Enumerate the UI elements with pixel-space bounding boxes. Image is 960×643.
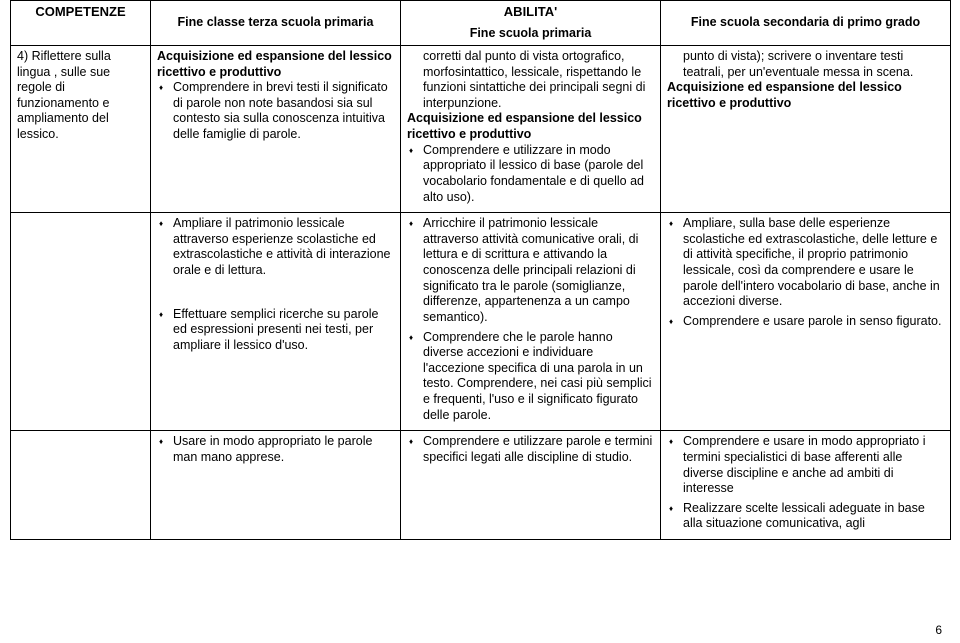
item-a1-1: Comprendere in brevi testi il significat… xyxy=(173,80,394,143)
curriculum-table: COMPETENZE Fine classe terza scuola prim… xyxy=(10,0,951,540)
item-b3-1: Comprendere e utilizzare parole e termin… xyxy=(423,434,654,465)
header-row-1: COMPETENZE Fine classe terza scuola prim… xyxy=(11,1,951,24)
pre-b1: corretti dal punto di vista ortografico,… xyxy=(407,49,654,112)
list-a3: Usare in modo appropriato le parole man … xyxy=(157,434,394,465)
title-b1: Acquisizione ed espansione del lessico r… xyxy=(407,111,654,142)
page-number: 6 xyxy=(935,623,942,637)
header-col3: Fine scuola secondaria di primo grado xyxy=(661,1,951,46)
title-a1: Acquisizione ed espansione del lessico r… xyxy=(157,49,394,80)
item-c3-1: Comprendere e usare in modo appropriato … xyxy=(683,434,944,497)
header-col2: Fine scuola primaria xyxy=(401,23,661,45)
list-b1: Comprendere e utilizzare in modo appropr… xyxy=(407,143,654,206)
item-a2-1: Ampliare il patrimonio lessicale attrave… xyxy=(173,216,394,279)
item-a3-1: Usare in modo appropriato le parole man … xyxy=(173,434,394,465)
cell-c2: Ampliare, sulla base delle esperienze sc… xyxy=(661,213,951,431)
cell-a2: Ampliare il patrimonio lessicale attrave… xyxy=(151,213,401,431)
header-competenze: COMPETENZE xyxy=(11,1,151,46)
item-b2-1: Arricchire il patrimonio lessicale attra… xyxy=(423,216,654,325)
cell-empty-3 xyxy=(11,431,151,540)
list-b2: Arricchire il patrimonio lessicale attra… xyxy=(407,216,654,423)
cell-competenze-1: 4) Riflettere sulla lingua , sulle sue r… xyxy=(11,45,151,212)
item-a2-2: Effettuare semplici ricerche su parole e… xyxy=(173,307,394,354)
title-c1: Acquisizione ed espansione del lessico r… xyxy=(667,80,944,111)
cell-b2: Arricchire il patrimonio lessicale attra… xyxy=(401,213,661,431)
cell-c3: Comprendere e usare in modo appropriato … xyxy=(661,431,951,540)
content-row-1: 4) Riflettere sulla lingua , sulle sue r… xyxy=(11,45,951,212)
list-c3: Comprendere e usare in modo appropriato … xyxy=(667,434,944,532)
header-abilita: ABILITA' xyxy=(401,1,661,24)
item-c2-1: Ampliare, sulla base delle esperienze sc… xyxy=(683,216,944,310)
cell-b3: Comprendere e utilizzare parole e termin… xyxy=(401,431,661,540)
item-c3-2: Realizzare scelte lessicali adeguate in … xyxy=(683,501,944,532)
list-a1: Comprendere in brevi testi il significat… xyxy=(157,80,394,143)
list-c2: Ampliare, sulla base delle esperienze sc… xyxy=(667,216,944,329)
list-a2: Ampliare il patrimonio lessicale attrave… xyxy=(157,216,394,353)
cell-b1: corretti dal punto di vista ortografico,… xyxy=(401,45,661,212)
pre-c1: punto di vista); scrivere o inventare te… xyxy=(667,49,944,80)
item-c2-2: Comprendere e usare parole in senso figu… xyxy=(683,314,944,330)
item-b2-2: Comprendere che le parole hanno diverse … xyxy=(423,330,654,424)
cell-c1: punto di vista); scrivere o inventare te… xyxy=(661,45,951,212)
cell-empty-2 xyxy=(11,213,151,431)
content-row-3: Usare in modo appropriato le parole man … xyxy=(11,431,951,540)
cell-a3: Usare in modo appropriato le parole man … xyxy=(151,431,401,540)
cell-a1: Acquisizione ed espansione del lessico r… xyxy=(151,45,401,212)
item-b1-1: Comprendere e utilizzare in modo appropr… xyxy=(423,143,654,206)
content-row-2: Ampliare il patrimonio lessicale attrave… xyxy=(11,213,951,431)
header-col1: Fine classe terza scuola primaria xyxy=(151,1,401,46)
list-b3: Comprendere e utilizzare parole e termin… xyxy=(407,434,654,465)
